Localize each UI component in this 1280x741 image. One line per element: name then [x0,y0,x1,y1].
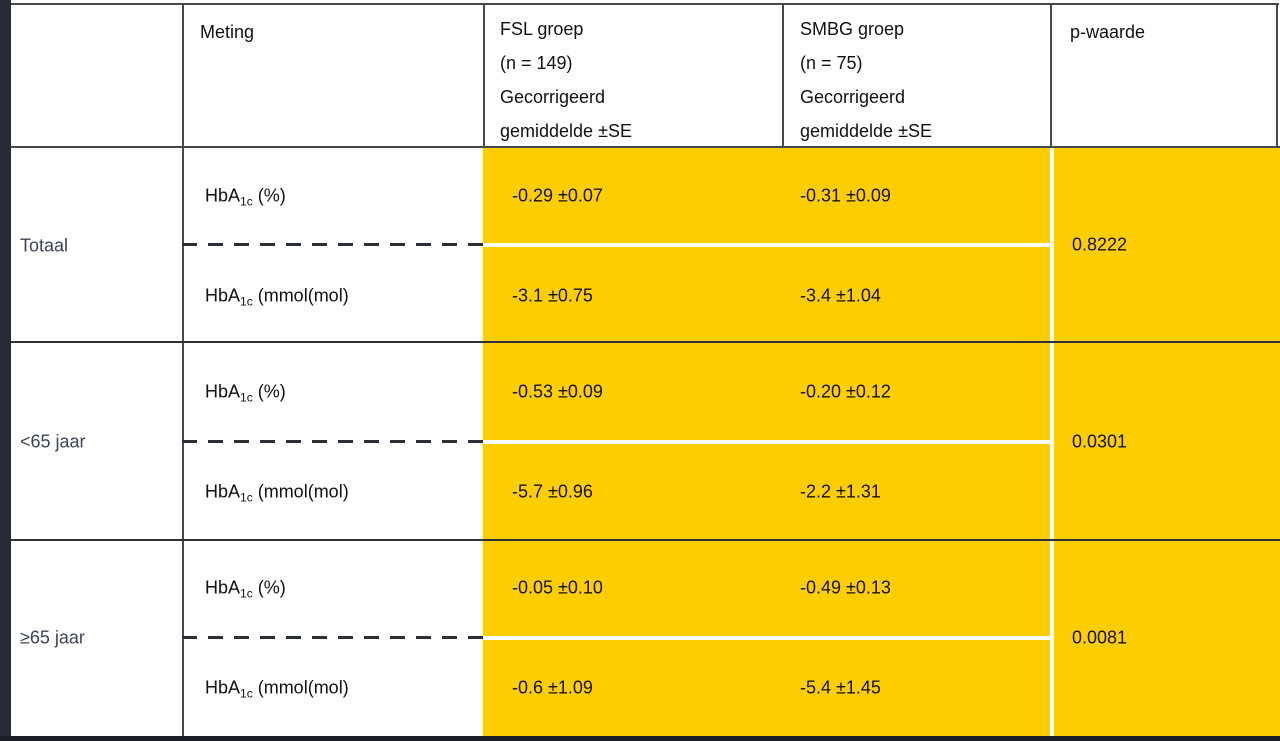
fsl-value: -0.29 ±0.07 [512,185,603,206]
header-right-border [1276,3,1278,147]
header-meting: Meting [200,22,255,42]
header-border-col3 [782,3,784,147]
header-border-col4 [1050,3,1052,147]
measure-label-pct: HbA1c (%) [205,577,286,601]
smbg-value: -0.31 ±0.09 [800,185,891,206]
measure-label-mmol: HbA1c (mmol(mol) [205,285,349,309]
pct-unit: (%) [252,381,286,402]
table-top-border [11,3,1279,5]
row-divider-white-3 [483,636,1050,640]
hba-subscript: 1c [240,294,253,309]
group-label-lt65: <65 jaar [20,431,86,452]
header-border-col1 [182,3,184,147]
header-border-col2 [483,3,485,147]
smbg-value: -3.4 ±1.04 [800,285,881,306]
hba-subscript: 1c [240,194,253,209]
header-fsl-group: FSL groep (n = 149) Gecorrigeerd gemidde… [500,19,632,141]
p-value: 0.8222 [1072,234,1128,255]
group-separator-2 [11,539,1280,541]
smbg-value: -2.2 ±1.31 [800,481,881,502]
dashed-divider-3 [182,636,483,639]
hba-text: HbA [205,381,241,402]
mmol-unit: (mmol(mol) [252,677,349,698]
pct-unit: (%) [252,185,286,206]
pct-unit: (%) [252,577,286,598]
left-edge-bar [0,0,11,741]
group-separator-1 [11,341,1280,343]
hba-text: HbA [205,577,241,598]
fsl-value: -0.6 ±1.09 [512,677,593,698]
header-p-waarde: p-waarde [1070,22,1146,42]
hba-subscript: 1c [240,586,253,601]
hba-text: HbA [205,185,241,206]
row-divider-white-1 [483,243,1050,247]
hba-subscript: 1c [240,390,253,405]
mmol-unit: (mmol(mol) [252,285,349,306]
hba-subscript: 1c [240,686,253,701]
fsl-value: -0.53 ±0.09 [512,381,603,402]
measure-label-mmol: HbA1c (mmol(mol) [205,481,349,505]
measure-label-pct: HbA1c (%) [205,185,286,209]
hba-text: HbA [205,481,241,502]
hba-subscript: 1c [240,490,253,505]
smbg-value: -0.49 ±0.13 [800,577,891,598]
smbg-value: -0.20 ±0.12 [800,381,891,402]
fsl-value: -0.05 ±0.10 [512,577,603,598]
fsl-value: -3.1 ±0.75 [512,285,593,306]
group-label-totaal: Totaal [20,235,69,256]
dashed-divider-1 [182,243,483,246]
header-smbg-group: SMBG groep (n = 75) Gecorrigeerd gemidde… [800,19,932,141]
measure-label-pct: HbA1c (%) [205,381,286,405]
hba-text: HbA [205,285,241,306]
smbg-value: -5.4 ±1.45 [800,677,881,698]
header-bottom-border [11,146,1280,148]
dashed-divider-2 [182,440,483,443]
bottom-edge-bar [0,736,1280,741]
p-value: 0.0301 [1072,431,1128,452]
fsl-value: -5.7 ±0.96 [512,481,593,502]
mmol-unit: (mmol(mol) [252,481,349,502]
measure-label-mmol: HbA1c (mmol(mol) [205,677,349,701]
pvalue-column-divider [1050,147,1054,736]
group-label-ge65: ≥65 jaar [20,627,85,648]
hba-text: HbA [205,677,241,698]
p-value: 0.0081 [1072,627,1128,648]
row-divider-white-2 [483,440,1050,444]
